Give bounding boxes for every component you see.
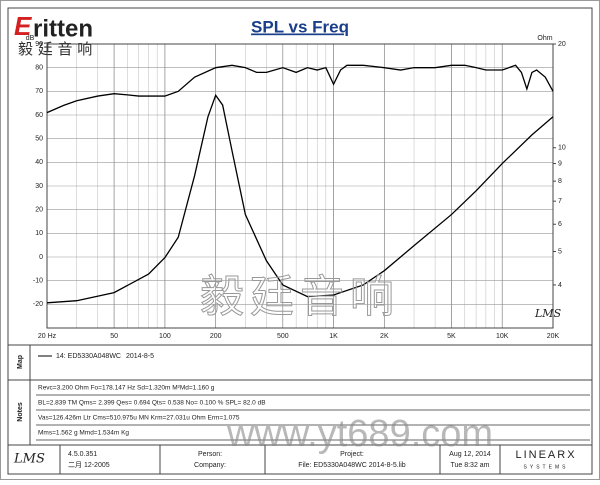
footer-date: Aug 12, 2014 bbox=[449, 451, 491, 458]
y-tick-label: 50 bbox=[35, 136, 43, 143]
legend-entry: 14: ED5330A048WC bbox=[56, 353, 121, 360]
y2-tick-label: 5 bbox=[558, 248, 562, 255]
plot-frame bbox=[46, 43, 554, 329]
note-line: BL=2.839 TM Qms= 2.399 Qes= 0.694 Qts= 0… bbox=[38, 400, 266, 407]
footer-project: Project: bbox=[340, 451, 364, 458]
plot: -20 -10 0 10 20 30 40 50 60 70 80 90 4 5 6 7 8 9 10 20 20 Hz… bbox=[33, 41, 566, 340]
footer-build: 二月 12-2005 bbox=[68, 461, 110, 469]
x-tick-label: 1K bbox=[329, 333, 338, 340]
y2-tick-label: 7 bbox=[558, 198, 562, 205]
y2-tick-label: 8 bbox=[558, 178, 562, 185]
y-axis-label: dB bbox=[26, 35, 35, 42]
footer-brand-sub: SYSTEMS bbox=[524, 464, 569, 470]
x-tick-label: 50 bbox=[110, 333, 118, 340]
y-tick-label: 70 bbox=[35, 88, 43, 95]
y-tick-label: 80 bbox=[35, 65, 43, 72]
y2-tick-label: 4 bbox=[558, 282, 562, 289]
watermark-chinese: 毅廷音响 bbox=[200, 272, 400, 323]
footer-brand: LINEARX bbox=[515, 449, 576, 461]
footer-person: Person: bbox=[198, 451, 222, 458]
series-line bbox=[46, 64, 554, 114]
note-line: Mms=1.562 g Mmd=1.534m Kg bbox=[38, 430, 129, 437]
y-tick-label: 40 bbox=[35, 159, 43, 166]
watermark-url: www.yt689.com bbox=[226, 413, 493, 455]
x-tick-label: 10K bbox=[496, 333, 509, 340]
footer-version: 4.5.0.351 bbox=[68, 451, 97, 458]
chart-title: SPL vs Freq bbox=[251, 17, 349, 36]
footer-app: LMS bbox=[13, 452, 45, 467]
note-line: Vas=126.426m Ltr Cms=510.975u MN Krm=27.… bbox=[38, 415, 240, 422]
y2-axis-label: Ohm bbox=[537, 35, 552, 42]
y-tick-label: 20 bbox=[35, 207, 43, 214]
legend-date: 2014-8-5 bbox=[126, 353, 154, 360]
x-tick-label: 20K bbox=[547, 333, 560, 340]
footer-time: Tue 8:32 am bbox=[450, 462, 489, 469]
x-tick-label: 5K bbox=[447, 333, 456, 340]
x-tick-label: 200 bbox=[210, 333, 222, 340]
x-tick-label: 100 bbox=[159, 333, 171, 340]
x-tick-label: 500 bbox=[277, 333, 289, 340]
notes-heading: Notes bbox=[17, 402, 24, 422]
notes-lines: Revc=3.200 Ohm Fo=178.147 Hz Sd=1.320m M… bbox=[36, 385, 590, 441]
logo-subtitle: 毅 廷 音 响 bbox=[18, 40, 92, 58]
y-tick-label: 30 bbox=[35, 183, 43, 190]
logo-mark: E bbox=[14, 11, 32, 41]
y-tick-label: -10 bbox=[33, 278, 43, 285]
y-tick-label: 60 bbox=[35, 112, 43, 119]
y-tick-label: 90 bbox=[35, 41, 43, 48]
footer-company: Company: bbox=[194, 462, 226, 469]
footer-file: File: ED5330A048WC 2014-8-5.lib bbox=[298, 462, 405, 469]
x-tick-label: 2K bbox=[380, 333, 389, 340]
y2-tick-label: 6 bbox=[558, 221, 562, 228]
y-tick-label: 10 bbox=[35, 230, 43, 237]
y-tick-label: 0 bbox=[39, 254, 43, 261]
footer-dividers bbox=[59, 445, 501, 474]
y2-tick-label: 10 bbox=[558, 145, 566, 152]
note-line: Revc=3.200 Ohm Fo=178.147 Hz Sd=1.320m M… bbox=[38, 385, 215, 392]
y-tick-label: -20 bbox=[33, 301, 43, 308]
watermark-lms: LMS bbox=[534, 307, 562, 320]
series-line bbox=[46, 93, 554, 304]
y2-tick-label: 9 bbox=[558, 160, 562, 167]
outer-border bbox=[7, 7, 593, 475]
logo-text: ritten bbox=[33, 15, 93, 42]
map-heading: Map bbox=[17, 355, 24, 369]
x-tick-label: 20 Hz bbox=[38, 333, 57, 340]
y2-tick-label: 20 bbox=[558, 41, 566, 48]
